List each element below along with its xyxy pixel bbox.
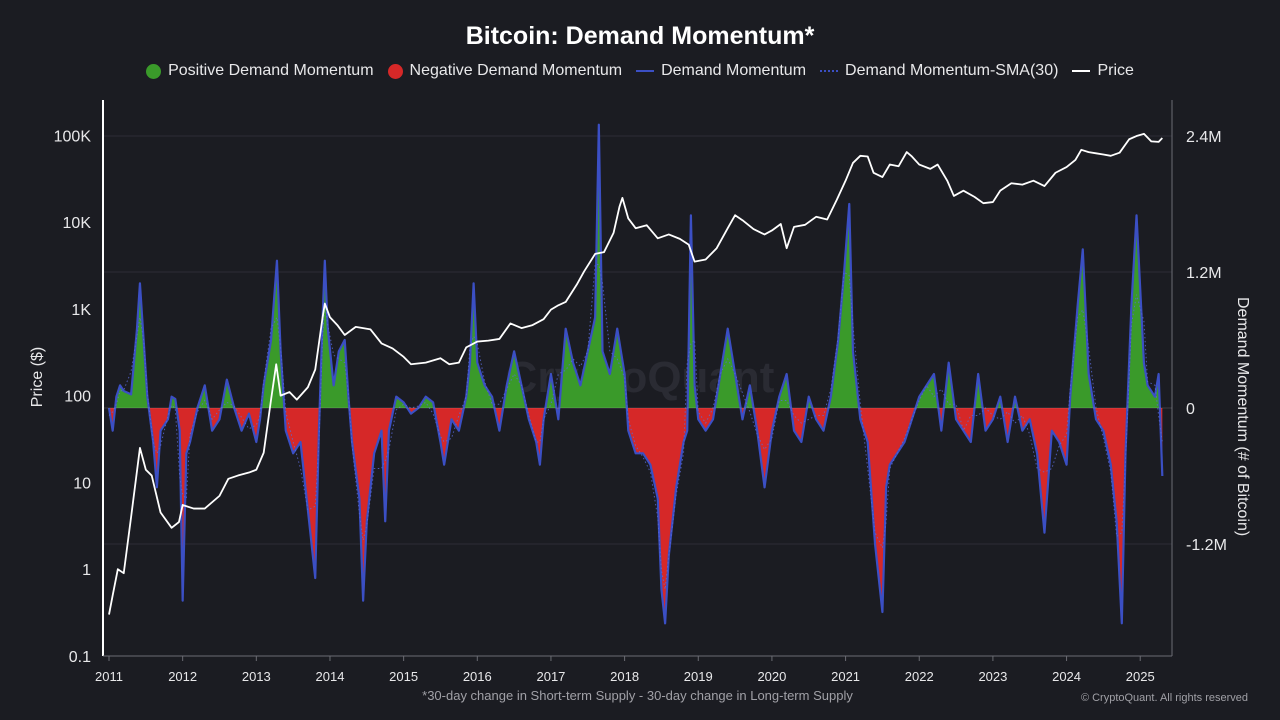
legend-positive-demand[interactable]: Positive Demand Momentum [146,62,374,80]
legend-positive-label: Positive Demand Momentum [168,62,374,79]
x-tick-label: 2016 [463,669,492,684]
x-tick-label: 2012 [168,669,197,684]
legend-sma-label: Demand Momentum-SMA(30) [845,62,1059,79]
demand-momentum-line [107,123,1164,625]
legend-demand-momentum[interactable]: Demand Momentum [636,62,806,80]
x-tick-label: 2023 [978,669,1007,684]
x-tick-label: 2017 [536,669,565,684]
y-left-tick-label: 1K [71,302,91,319]
x-tick-label: 2011 [95,669,123,684]
legend-negative-swatch [387,63,403,79]
x-tick-label: 2018 [610,669,639,684]
y-left-tick-label: 10 [73,475,91,492]
chart-title: Bitcoin: Demand Momentum* [465,22,815,50]
y-right-tick-label: 1.2M [1186,265,1222,282]
x-tick-label: 2013 [242,669,271,684]
y-left-tick-label: 100 [64,389,91,406]
y-right-tick-label: 0 [1186,401,1195,418]
legend-price-swatch [1072,70,1091,72]
x-tick-label: 2021 [831,669,860,684]
x-tick-label: 2019 [684,669,713,684]
y-right-tick-label: 2.4M [1186,129,1222,146]
legend-demand-sma[interactable]: Demand Momentum-SMA(30) [820,62,1058,80]
copyright: © CryptoQuant. All rights reserved [1080,692,1248,704]
negative-demand-area [109,408,1163,624]
y-left-tick-label: 1 [82,562,91,579]
y-left-tick-label: 0.1 [69,649,91,666]
legend-demand-label: Demand Momentum [661,62,807,79]
x-tick-label: 2025 [1126,669,1155,684]
x-tick-label: 2022 [905,669,934,684]
legend-demand-line-swatch [636,70,655,72]
y-right-tick-label: -1.2M [1186,537,1227,554]
y-left-tick-label: 100K [54,128,92,145]
y-axis-right-title-text: Demand Momentum (# of Bitcoin) [1234,297,1251,537]
chart-legend: Positive Demand Momentum Negative Demand… [0,62,1280,80]
x-tick-label: 2015 [389,669,418,684]
x-tick-label: 2014 [316,669,345,684]
price-line [108,132,1163,615]
x-tick-label: 2024 [1052,669,1081,684]
legend-price[interactable]: Price [1072,62,1134,80]
legend-price-label: Price [1097,62,1134,79]
legend-positive-swatch [146,63,162,79]
footnote: *30-day change in Short-term Supply - 30… [422,688,853,703]
y-left-tick-label: 10K [63,215,92,232]
x-tick-label: 2020 [757,669,786,684]
legend-sma-swatch [820,70,839,72]
legend-negative-label: Negative Demand Momentum [409,62,623,79]
y-axis-left-title-text: Price ($) [29,346,46,408]
legend-negative-demand[interactable]: Negative Demand Momentum [387,62,623,80]
